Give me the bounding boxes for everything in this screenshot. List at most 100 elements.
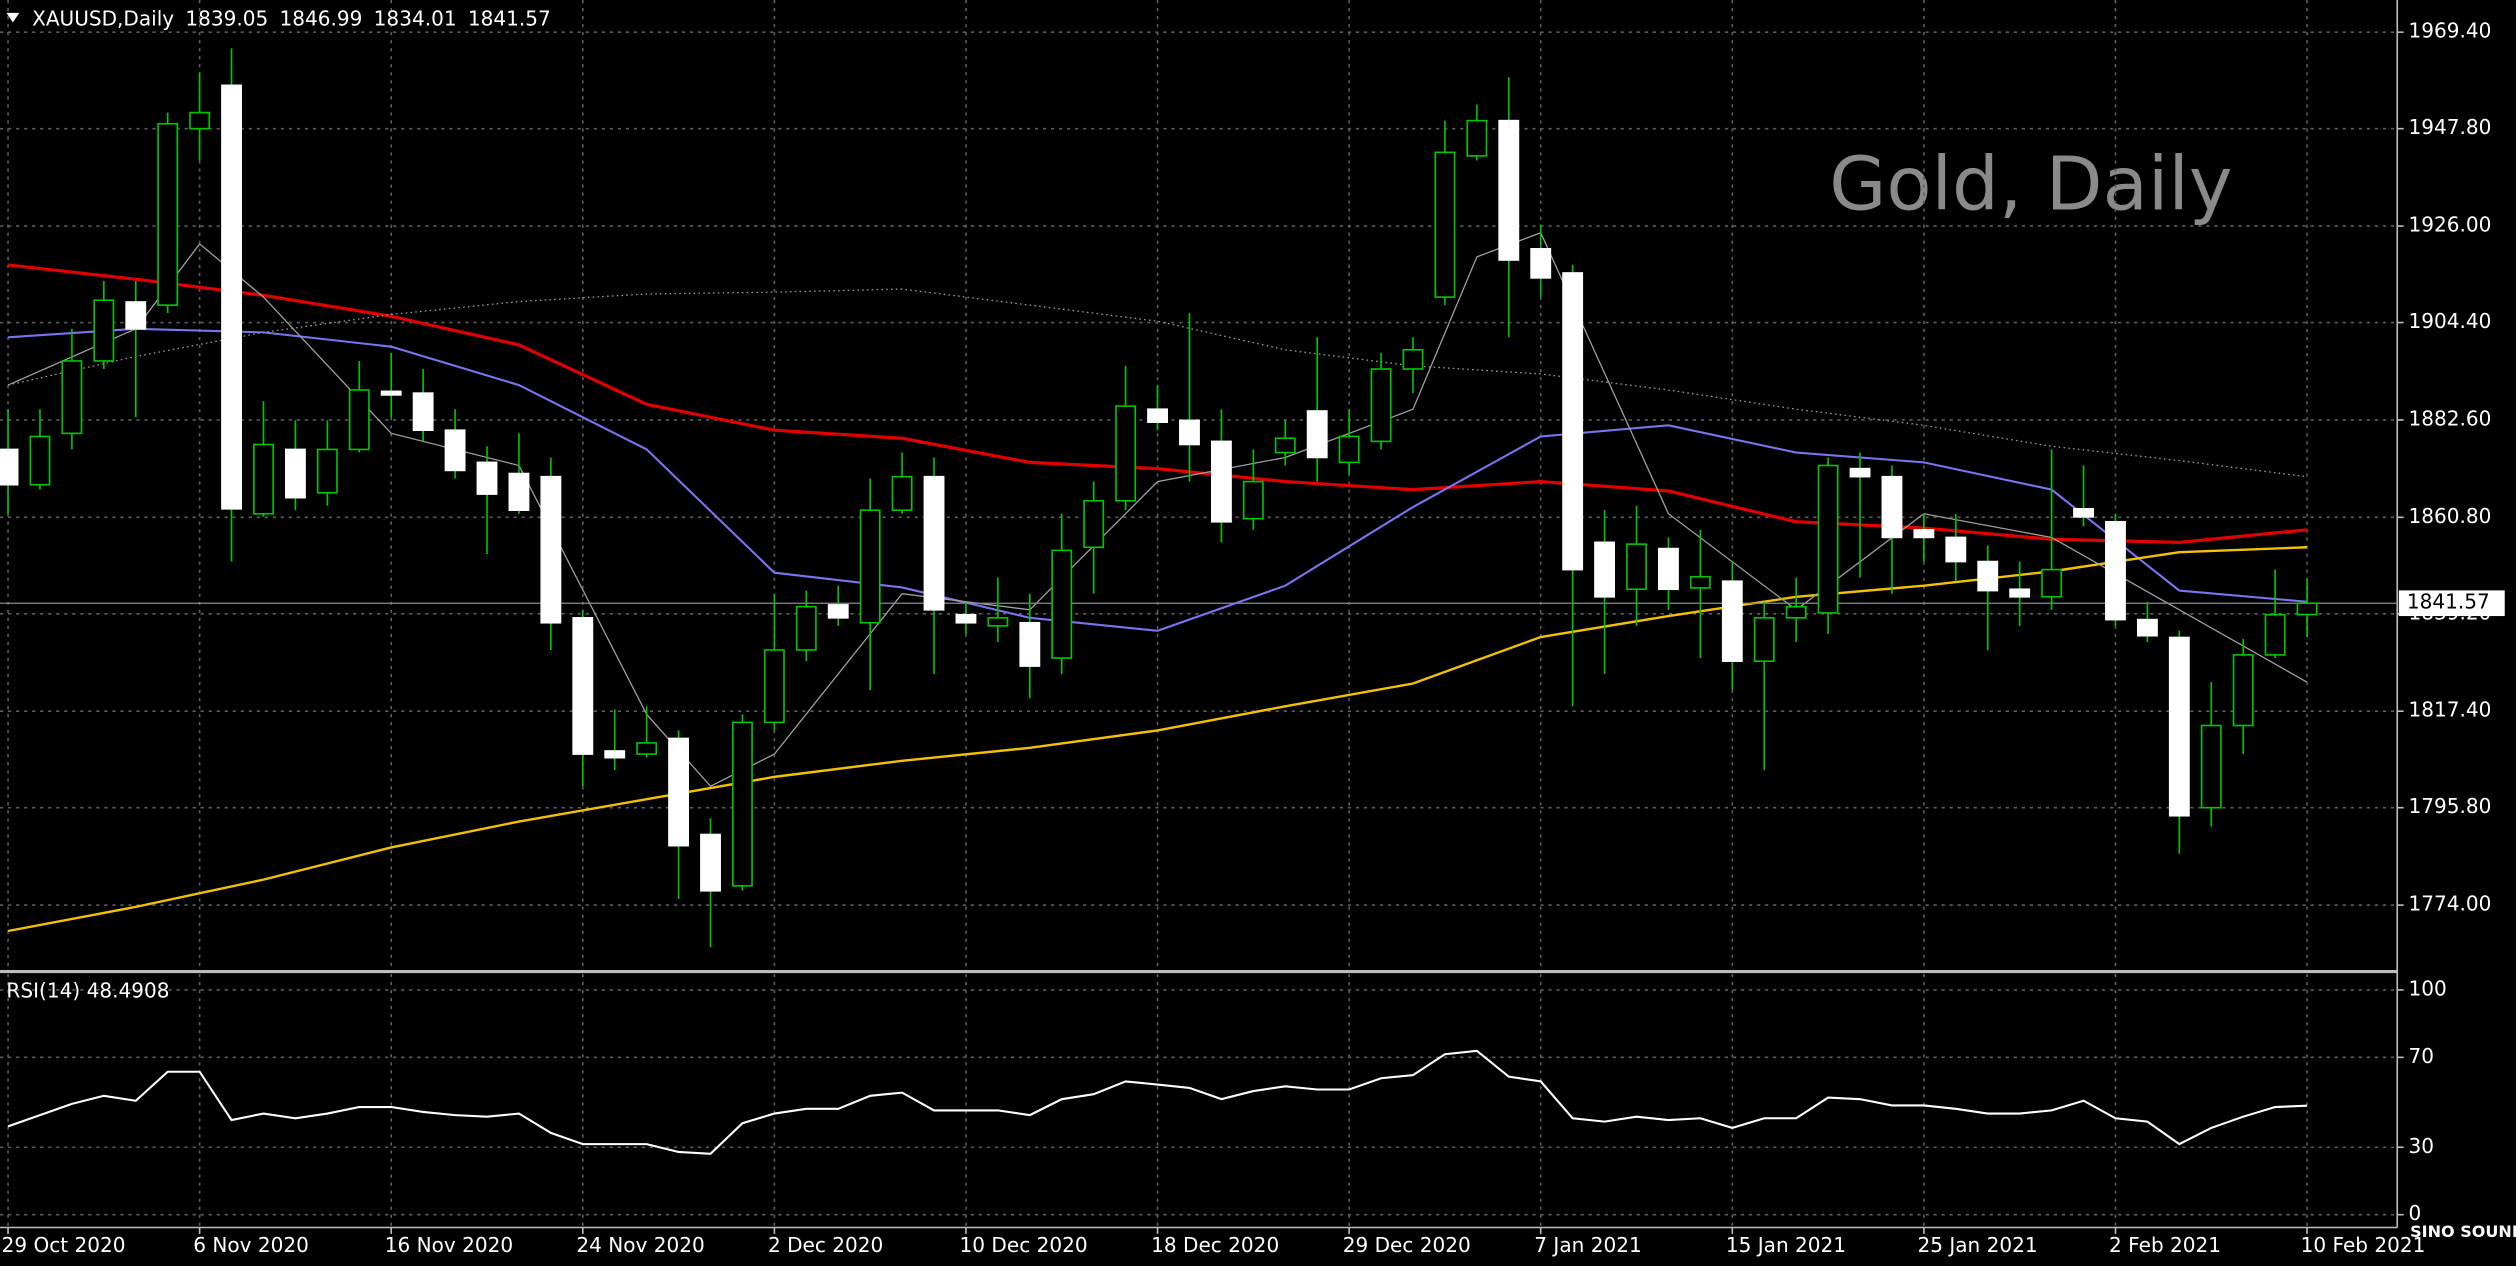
x-tick-label: 2 Feb 2021 <box>2109 1233 2221 1257</box>
y-tick-label: 1947.80 <box>2408 115 2491 139</box>
y-tick-label: 1969.40 <box>2408 19 2491 43</box>
y-tick-label: 30 <box>2408 1134 2434 1158</box>
candle-body <box>29 435 51 486</box>
candle-body <box>732 721 753 887</box>
candle-body <box>572 617 594 755</box>
indicator-header: RSI(14) 48.4908 <box>6 978 169 1002</box>
y-tick-label: 0 <box>2408 1201 2421 1225</box>
candle-body <box>1242 480 1264 520</box>
candle-body <box>700 833 721 892</box>
candle-body <box>380 390 402 396</box>
y-tick-label: 1904.40 <box>2408 309 2491 333</box>
candle-body <box>412 392 434 432</box>
symbol: XAUUSD,Daily <box>32 6 174 30</box>
candle-body <box>189 111 211 130</box>
x-tick-label: 25 Jan 2021 <box>1917 1233 2037 1257</box>
candle-body <box>1881 475 1903 539</box>
candle-body <box>540 475 562 624</box>
candle-body <box>2105 520 2126 621</box>
x-tick-label: 7 Jan 2021 <box>1534 1233 1641 1257</box>
candle-body <box>2200 724 2222 809</box>
candle-body <box>125 301 147 330</box>
candle-body <box>1977 560 1999 592</box>
price-tag-label: 1841.57 <box>2407 590 2490 614</box>
candle-body <box>348 389 370 451</box>
logo: SINO SOUND <box>2410 1222 2516 1241</box>
candle-body <box>444 429 466 472</box>
y-tick-label: 70 <box>2408 1044 2434 1068</box>
y-tick-label: 1926.00 <box>2408 213 2491 237</box>
candle-body <box>1466 119 1488 157</box>
candle-body <box>2264 613 2286 656</box>
candle-body <box>1658 547 1679 591</box>
moving-average <box>7 327 2308 632</box>
x-tick-label: 18 Dec 2020 <box>1151 1233 1279 1257</box>
candle-body <box>1753 617 1775 662</box>
candle-body <box>1785 605 1807 619</box>
candle-body <box>1530 248 1552 279</box>
moving-average <box>7 546 2308 933</box>
candle-body <box>476 461 498 495</box>
candle-body <box>1498 119 1520 261</box>
candle-body <box>284 448 306 499</box>
candle-body <box>859 509 881 624</box>
x-tick-label: 10 Feb 2021 <box>2301 1233 2426 1257</box>
watermark: Gold, Daily <box>1829 141 2232 227</box>
x-tick-label: 15 Jan 2021 <box>1726 1233 1846 1257</box>
x-tick-label: 29 Oct 2020 <box>2 1233 126 1257</box>
candle-body <box>0 448 19 486</box>
y-tick-label: 1795.80 <box>2408 794 2491 818</box>
candle-body <box>1945 536 1967 563</box>
candle-body <box>604 750 626 759</box>
candle-body <box>61 360 83 435</box>
candle-body <box>1689 575 1711 589</box>
candle-body <box>1274 437 1296 454</box>
candle-body <box>763 649 785 724</box>
candle-body <box>1434 151 1456 298</box>
y-tick-label: 100 <box>2408 976 2446 1000</box>
ohlc-low: 1834.01 <box>374 6 457 30</box>
candle-body <box>1721 580 1743 662</box>
candle-body <box>1115 405 1137 502</box>
candle-body <box>1562 272 1584 571</box>
candle-body <box>2296 602 2318 616</box>
y-tick-label: 1882.60 <box>2408 406 2491 430</box>
y-tick-label: 1817.40 <box>2408 698 2491 722</box>
candle-body <box>923 475 945 611</box>
x-tick-label: 2 Dec 2020 <box>768 1233 883 1257</box>
candle-body <box>1594 541 1616 598</box>
candle-body <box>1306 410 1328 459</box>
candle-body <box>221 84 242 510</box>
candle-body <box>253 443 274 515</box>
chart-header: XAUUSD,Daily 1839.05 1846.99 1834.01 1841.57 <box>32 6 551 30</box>
y-tick-label: 1774.00 <box>2408 892 2491 916</box>
candle-body <box>1083 499 1105 549</box>
candle-body <box>1402 348 1424 370</box>
candle-body <box>636 742 658 755</box>
candle-body <box>2073 508 2094 518</box>
x-tick-label: 16 Nov 2020 <box>385 1233 513 1257</box>
candle-body <box>1849 467 1871 478</box>
candle-body <box>2168 636 2190 817</box>
candle-body <box>316 448 338 494</box>
indicator-name: RSI(14) <box>6 978 80 1002</box>
candle-body <box>891 475 913 511</box>
x-tick-label: 24 Nov 2020 <box>576 1233 704 1257</box>
candle-body <box>2232 654 2254 727</box>
x-tick-label: 10 Dec 2020 <box>960 1233 1088 1257</box>
candle-body <box>668 737 690 847</box>
candle-body <box>93 299 115 362</box>
candle-body <box>1626 543 1647 591</box>
candle-body <box>827 604 849 619</box>
menu-arrow[interactable] <box>6 12 20 23</box>
y-tick-label: 1860.80 <box>2408 504 2491 528</box>
candle-body <box>2009 588 2031 598</box>
x-tick-label: 29 Dec 2020 <box>1343 1233 1471 1257</box>
ohlc-high: 1846.99 <box>280 6 363 30</box>
candle-body <box>157 122 179 306</box>
x-tick-label: 6 Nov 2020 <box>193 1233 309 1257</box>
candle-body <box>955 613 977 624</box>
candle-body <box>1338 435 1360 464</box>
